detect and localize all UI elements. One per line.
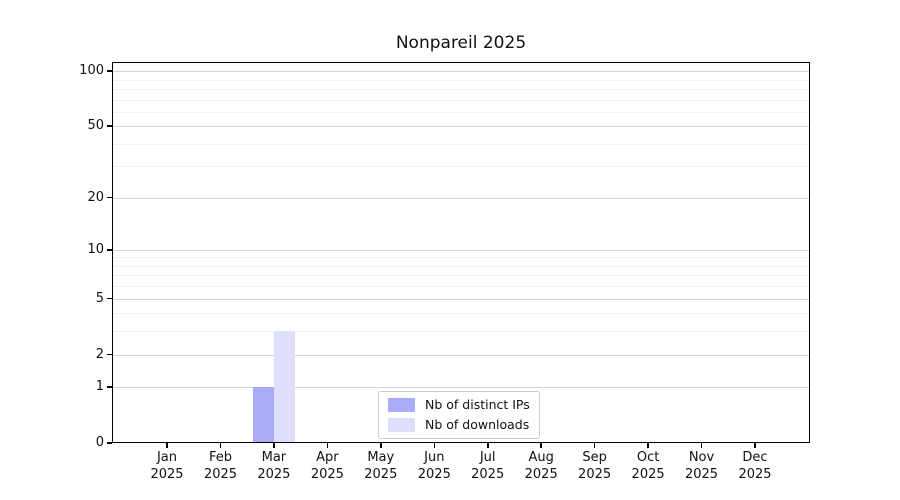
y-gridline-major [112, 298, 810, 300]
y-gridline-major [112, 126, 810, 128]
x-tick-label: Dec 2025 [738, 450, 772, 482]
y-tick-mark [107, 70, 112, 72]
y-gridline-minor [112, 99, 810, 101]
x-tick-label: Feb 2025 [203, 450, 238, 482]
y-tick-mark [107, 442, 112, 444]
x-tick-mark [219, 443, 222, 448]
y-gridline-major [112, 354, 810, 356]
legend-item: Nb of downloads [388, 417, 530, 433]
y-tick-mark [107, 249, 112, 251]
plot-area: Nb of distinct IPs Nb of downloads [112, 62, 810, 443]
y-tick-label: 100 [79, 63, 104, 78]
x-tick-mark [487, 443, 489, 448]
y-gridline-minor [112, 143, 810, 145]
y-gridline-minor [112, 79, 810, 81]
y-tick-label: 5 [95, 290, 104, 306]
y-gridline-minor [112, 166, 810, 168]
legend-label: Nb of distinct IPs [425, 397, 530, 412]
plot-border [112, 62, 810, 443]
bar-downloads-mar [273, 331, 295, 443]
y-tick-mark [107, 196, 112, 199]
x-tick-label: Jul 2025 [471, 450, 505, 482]
x-tick-mark [700, 443, 703, 448]
x-tick-label: Sep 2025 [578, 450, 612, 482]
y-gridline-minor [112, 111, 810, 113]
y-gridline-minor [112, 331, 810, 333]
x-tick-mark [166, 443, 168, 448]
y-gridline-major [112, 71, 810, 72]
legend-item: Nb of distinct IPs [388, 397, 530, 413]
y-gridline-minor [112, 313, 810, 315]
y-tick-label: 20 [87, 189, 104, 205]
x-tick-label: Aug 2025 [524, 450, 558, 482]
y-tick-label: 2 [95, 346, 104, 362]
y-tick-mark [107, 125, 112, 127]
x-tick-mark [647, 443, 649, 448]
y-gridline-major [112, 249, 810, 251]
y-gridline-major [112, 197, 810, 199]
x-tick-label: May 2025 [364, 450, 398, 482]
legend-swatch-downloads [388, 418, 415, 432]
x-tick-label: Nov 2025 [684, 450, 719, 482]
x-tick-mark [593, 443, 596, 448]
y-tick-label: 0 [95, 435, 104, 450]
x-tick-mark [380, 443, 382, 448]
x-tick-mark [540, 443, 542, 448]
x-tick-label: Jun 2025 [417, 450, 451, 482]
y-tick-mark [107, 353, 112, 356]
x-tick-mark [326, 443, 329, 448]
legend-label: Nb of downloads [425, 417, 530, 432]
y-tick-mark [107, 386, 112, 388]
chart-title: Nonpareil 2025 [395, 33, 527, 53]
x-tick-mark [273, 443, 275, 448]
y-gridline-major [112, 387, 810, 389]
y-tick-label: 1 [95, 379, 104, 395]
bar-distinct-ips-mar [252, 387, 274, 443]
y-tick-label: 10 [87, 241, 104, 257]
x-tick-mark [754, 443, 756, 448]
y-gridline-minor [112, 286, 810, 288]
y-gridline-minor [112, 88, 810, 90]
x-tick-label: Oct 2025 [631, 450, 665, 482]
legend: Nb of distinct IPs Nb of downloads [378, 391, 540, 439]
y-gridline-minor [112, 275, 810, 277]
x-tick-label: Apr 2025 [310, 450, 344, 482]
x-tick-label: Jan 2025 [150, 450, 184, 482]
y-tick-mark [107, 297, 112, 300]
legend-swatch-distinct-ips [388, 398, 415, 412]
y-tick-label: 50 [87, 118, 104, 134]
x-tick-label: Mar 2025 [257, 450, 291, 482]
y-gridline-minor [112, 257, 810, 259]
y-gridline-minor [112, 265, 810, 267]
x-tick-mark [433, 443, 435, 448]
